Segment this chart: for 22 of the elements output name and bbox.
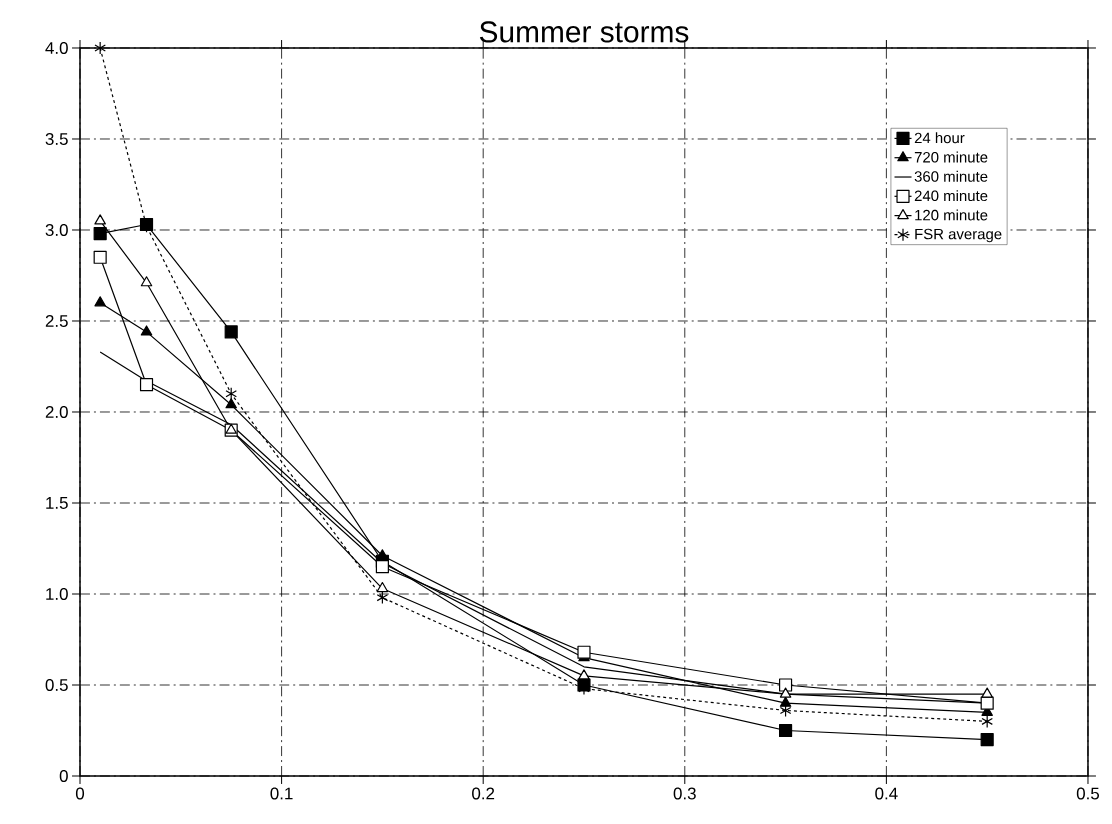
chart-title: Summer storms	[479, 21, 689, 43]
legend-label: 720 minute	[914, 151, 988, 163]
x-tick-label: 0.1	[270, 787, 293, 800]
y-tick-label: 1.5	[46, 497, 68, 509]
y-tick-label: 2.0	[45, 406, 68, 418]
x-tick-label: 0.5	[1076, 787, 1100, 800]
y-tick-label: 3.0	[45, 224, 68, 236]
legend-label: 360 minute	[914, 170, 988, 182]
legend-label: FSR average	[915, 228, 1002, 243]
y-tick-label: 0.5	[45, 679, 68, 691]
x-tick-label: 0	[75, 787, 85, 800]
y-tick-label: 1.0	[46, 588, 68, 600]
y-tick-label: 4.0	[45, 42, 68, 54]
x-tick-label: 0.2	[472, 787, 495, 800]
x-tick-label: 0.4	[875, 787, 898, 800]
legend-label: 24 hour	[914, 132, 965, 144]
y-tick-label: 2.5	[45, 315, 68, 327]
x-tick-label: 0.3	[673, 787, 696, 800]
legend-label: 240 minute	[914, 190, 988, 202]
legend-label: 120 minute	[915, 209, 988, 221]
y-tick-label: 3.5	[45, 133, 68, 145]
y-tick-label: 0	[59, 770, 68, 782]
